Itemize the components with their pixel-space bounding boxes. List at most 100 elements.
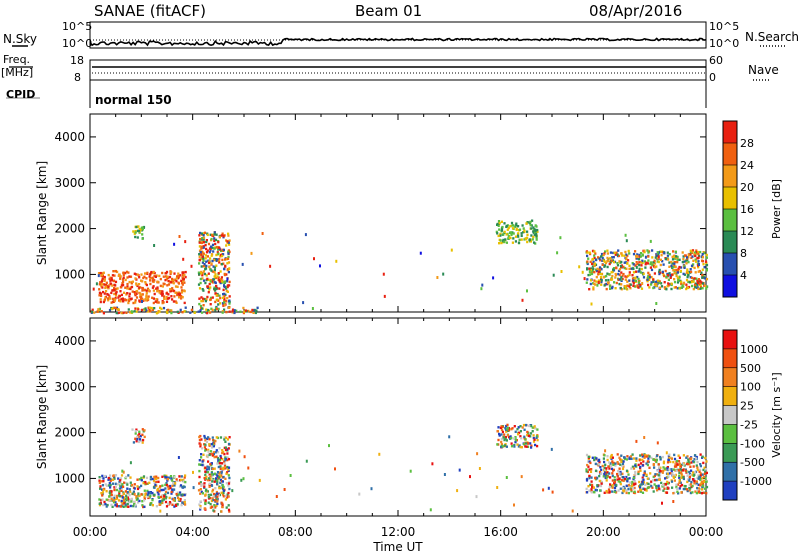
power-echo-cell: [212, 278, 216, 281]
power-echo-cell: [126, 287, 129, 290]
velocity-echo-cell: [178, 475, 181, 478]
velocity-echo-cell: [516, 443, 519, 446]
power-echo-cell: [256, 306, 259, 309]
power-echo-cell: [141, 293, 144, 296]
power-echo-cell: [174, 285, 178, 288]
noise-panel-frame: [89, 21, 707, 49]
power-echo-cell: [208, 288, 211, 291]
velocity-echo-cell: [469, 475, 471, 479]
power-colorbar-cell-4: [723, 209, 737, 231]
velocity-echo-cell: [134, 437, 137, 440]
velocity-echo-cell: [500, 428, 504, 431]
velocity-echo-cell: [158, 500, 161, 503]
velocity-echo-cell: [617, 469, 620, 473]
velocity-echo-cell: [108, 484, 111, 487]
velocity-echo-cell: [589, 483, 592, 486]
power-echo-cell: [200, 257, 203, 261]
power-echo-cell: [182, 257, 185, 261]
velocity-echo-cell: [700, 492, 703, 495]
power-echo-cell: [112, 270, 115, 273]
velocity-echo-cell: [610, 467, 614, 471]
power-echo-cell: [507, 235, 510, 238]
velocity-echo-cell: [210, 484, 214, 487]
power-echo-cell: [612, 267, 616, 270]
power-colorbar-tick-label-0: 4: [740, 269, 747, 282]
velocity-echo-cell: [173, 505, 176, 508]
velocity-echo-cell: [114, 504, 117, 507]
power-echo-cell: [122, 283, 125, 287]
power-echo-cell: [206, 295, 209, 299]
velocity-colorbar-cell-0: [723, 330, 737, 349]
velocity-echo-cell: [150, 502, 153, 505]
velocity-echo-cell: [101, 484, 104, 487]
power-echo-cell: [628, 252, 631, 255]
power-echo-cell: [687, 260, 690, 264]
velocity-echo-cell: [620, 454, 623, 457]
velocity-echo-cell: [528, 424, 531, 428]
power-echo-cell: [654, 256, 657, 259]
power-echo-cell: [666, 251, 669, 254]
velocity-echo-cell: [226, 471, 229, 474]
velocity-echo-cell: [598, 479, 601, 483]
power-echo-cell: [143, 275, 146, 278]
velocity-echo-cell: [646, 477, 649, 480]
power-echo-cell: [202, 245, 205, 248]
velocity-echo-cell: [199, 505, 202, 508]
velocity-echo-cell: [705, 460, 708, 463]
power-echo-cell: [701, 268, 704, 271]
velocity-echo-cell: [165, 483, 169, 487]
power-echo-cell: [218, 294, 221, 297]
velocity-echo-cell: [182, 480, 185, 483]
velocity-echo-cell: [217, 465, 220, 469]
velocity-echo-cell: [105, 505, 108, 508]
velocity-echo-cell: [658, 466, 661, 469]
velocity-echo-cell: [104, 502, 107, 506]
power-echo-cell: [695, 277, 698, 280]
nsky-series-line: [89, 37, 707, 47]
velocity-echo-cell: [132, 500, 136, 504]
velocity-echo-cell: [533, 425, 536, 428]
velocity-echo-cell: [682, 463, 685, 466]
power-echo-cell: [118, 294, 121, 298]
velocity-echo-cell: [156, 487, 159, 491]
power-echo-cell: [233, 309, 236, 312]
velocity-echo-cell: [595, 457, 598, 460]
velocity-echo-cell: [224, 498, 227, 501]
velocity-echo-cell: [652, 463, 655, 466]
power-echo-cell: [180, 291, 184, 294]
velocity-echo-cell: [604, 463, 607, 466]
velocity-echo-cell: [99, 487, 102, 490]
velocity-echo-cell: [208, 485, 211, 488]
power-echo-cell: [207, 278, 210, 281]
velocity-echo-cell: [585, 453, 589, 457]
power-echo-cell: [556, 251, 559, 255]
power-echo-cell: [603, 284, 606, 287]
velocity-echo-cell: [631, 485, 635, 488]
velocity-echo-cell: [655, 484, 658, 488]
velocity-echo-cell: [659, 469, 662, 473]
power-echo-cell: [154, 275, 157, 278]
power-echo-cell: [662, 263, 665, 266]
velocity-echo-cell: [228, 480, 231, 484]
power-echo-cell: [110, 307, 113, 311]
power-echo-cell: [179, 274, 182, 277]
power-echo-cell: [168, 275, 172, 279]
power-echo-cell: [231, 310, 234, 313]
velocity-echo-cell: [678, 474, 681, 477]
power-echo-cell: [169, 288, 172, 291]
power-echo-cell: [176, 285, 179, 288]
power-echo-cell: [602, 259, 605, 262]
velocity-echo-cell: [203, 482, 206, 485]
velocity-echo-cell: [200, 453, 203, 456]
power-echo-cell: [209, 296, 213, 300]
power-echo-cell: [652, 286, 655, 290]
velocity-echo-cell: [550, 447, 553, 451]
power-echo-cell: [612, 256, 615, 259]
power-echo-cell: [113, 306, 116, 309]
power-echo-cell: [658, 281, 661, 285]
velocity-echo-cell: [603, 491, 606, 494]
power-echo-cell: [697, 287, 700, 291]
power-echo-cell: [617, 269, 621, 273]
velocity-echo-cell: [652, 458, 656, 461]
velocity-echo-cell: [608, 485, 611, 489]
